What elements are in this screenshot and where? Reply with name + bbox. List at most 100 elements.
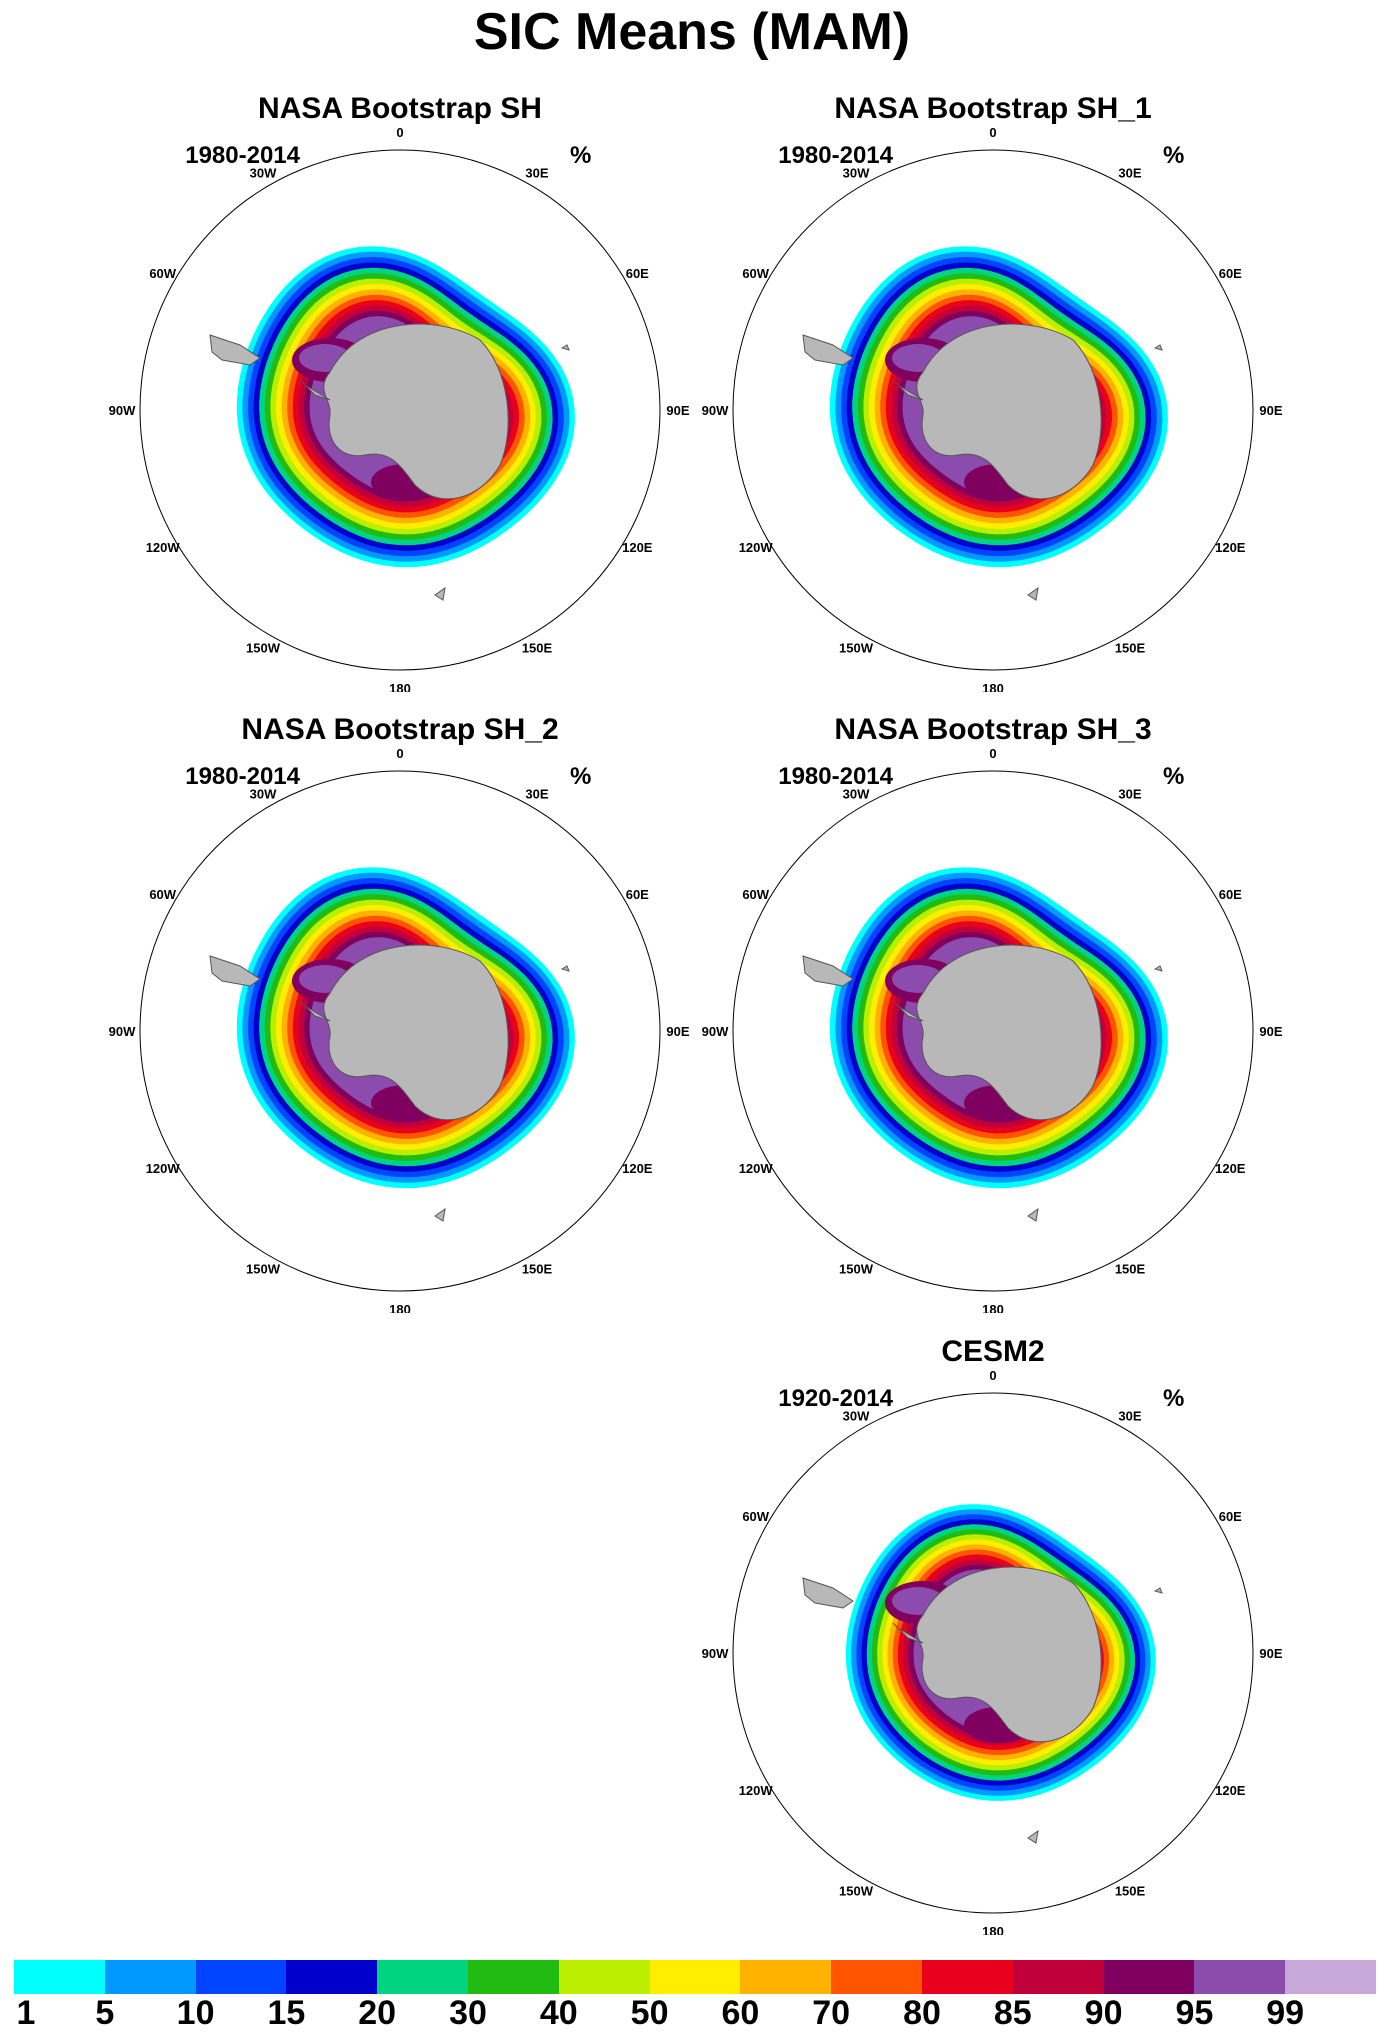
panel-period: 1980-2014 bbox=[778, 763, 893, 790]
longitude-label: 0 bbox=[396, 746, 403, 761]
polar-map: 0 30E 60E 90E 120E 150E 180 150W 120W 90W 60W 30W bbox=[109, 125, 690, 692]
longitude-label: 60E bbox=[1219, 887, 1242, 902]
colorbar-label: 60 bbox=[721, 1994, 760, 2032]
new-zealand-land bbox=[1027, 1207, 1039, 1222]
longitude-label: 60W bbox=[742, 887, 769, 902]
longitude-label: 60W bbox=[149, 266, 176, 281]
polar-map: 0 30E 60E 90E 120E 150E 180 150W 120W 90W 60W 30W bbox=[702, 125, 1283, 692]
longitude-label: 150W bbox=[839, 640, 874, 655]
panel-title: NASA Bootstrap SH_2 bbox=[241, 713, 559, 746]
colorbar-label: 70 bbox=[812, 1994, 851, 2032]
south-america-land bbox=[802, 1577, 854, 1609]
figure-title: SIC Means (MAM) bbox=[473, 3, 911, 61]
island-land bbox=[1153, 965, 1163, 972]
polar-map: 0 30E 60E 90E 120E 150E 180 150W 120W 90W 60W 30W bbox=[109, 746, 690, 1313]
colorbar-label: 99 bbox=[1266, 1994, 1305, 2032]
longitude-label: 60E bbox=[626, 887, 649, 902]
longitude-label: 120E bbox=[622, 1161, 653, 1176]
colorbar-segment bbox=[468, 1960, 560, 1994]
longitude-label: 120W bbox=[739, 1161, 774, 1176]
panel-title: CESM2 bbox=[941, 1335, 1045, 1368]
new-zealand-land bbox=[434, 1207, 446, 1222]
colorbar-label: 10 bbox=[176, 1994, 215, 2032]
colorbar-segment bbox=[377, 1960, 469, 1994]
longitude-label: 150E bbox=[1115, 1261, 1146, 1276]
longitude-label: 30W bbox=[843, 1409, 870, 1424]
map-panel-cesm2: 0 30E 60E 90E 120E 150E 180 150W 120W 90W 60W 30W C… bbox=[693, 1335, 1293, 1935]
longitude-label: 120W bbox=[146, 540, 181, 555]
longitude-label: 30W bbox=[250, 166, 277, 181]
island-land bbox=[560, 344, 570, 351]
colorbar-label: 95 bbox=[1175, 1994, 1214, 2032]
polar-map: 0 30E 60E 90E 120E 150E 180 150W 120W 90W 60W 30W bbox=[702, 1368, 1283, 1935]
colorbar-segment bbox=[831, 1960, 923, 1994]
colorbar-segment bbox=[1012, 1960, 1105, 1994]
map-panel-nasa-bootstrap-sh-2: 0 30E 60E 90E 120E 150E 180 150W 120W 90W 60W 30W N… bbox=[100, 713, 700, 1313]
antarctic-peninsula bbox=[299, 379, 331, 401]
colorbar-segment bbox=[195, 1960, 287, 1994]
longitude-label: 30W bbox=[843, 787, 870, 802]
antarctic-peninsula bbox=[892, 379, 924, 401]
antarctic-peninsula bbox=[892, 1000, 924, 1022]
south-america-land bbox=[209, 955, 261, 987]
antarctica-land bbox=[916, 323, 1102, 500]
longitude-label: 0 bbox=[989, 746, 996, 761]
longitude-label: 150W bbox=[246, 640, 281, 655]
panel-unit: % bbox=[570, 142, 592, 169]
panel-title: NASA Bootstrap SH_1 bbox=[834, 92, 1152, 125]
colorbar-label: 1 bbox=[16, 1994, 36, 2032]
longitude-label: 150W bbox=[839, 1883, 874, 1898]
panel-title: NASA Bootstrap SH_3 bbox=[834, 713, 1152, 746]
colorbar-segment bbox=[1194, 1960, 1286, 1994]
south-america-land bbox=[802, 334, 854, 366]
longitude-label: 90E bbox=[666, 403, 689, 418]
colorbar-segment bbox=[649, 1960, 741, 1994]
longitude-label: 120E bbox=[1215, 1161, 1246, 1176]
new-zealand-land bbox=[1027, 1829, 1039, 1844]
longitude-label: 0 bbox=[989, 125, 996, 140]
south-america-land bbox=[802, 955, 854, 987]
longitude-label: 90E bbox=[1259, 1646, 1282, 1661]
longitude-label: 30E bbox=[1118, 166, 1141, 181]
longitude-label: 180 bbox=[389, 681, 411, 692]
map-panel-nasa-bootstrap-sh: 0 30E 60E 90E 120E 150E 180 150W 120W 90W 60W 30W N… bbox=[100, 92, 700, 692]
new-zealand-land bbox=[1027, 586, 1039, 601]
colorbar-label: 80 bbox=[903, 1994, 941, 2032]
longitude-label: 30E bbox=[1118, 1409, 1141, 1424]
longitude-label: 90E bbox=[1259, 1024, 1282, 1039]
panel-period: 1920-2014 bbox=[778, 1385, 893, 1412]
panel-unit: % bbox=[570, 763, 592, 790]
longitude-label: 90W bbox=[702, 403, 729, 418]
longitude-label: 60E bbox=[1219, 266, 1242, 281]
colorbar-label: 15 bbox=[267, 1994, 306, 2032]
longitude-label: 120W bbox=[739, 540, 774, 555]
longitude-label: 120W bbox=[146, 1161, 181, 1176]
colorbar-label: 30 bbox=[449, 1994, 487, 2032]
polar-map: 0 30E 60E 90E 120E 150E 180 150W 120W 90W 60W 30W bbox=[702, 746, 1283, 1313]
colorbar-segment bbox=[1103, 1960, 1195, 1994]
antarctica-land bbox=[916, 1566, 1102, 1743]
panel-unit: % bbox=[1163, 1385, 1185, 1412]
longitude-label: 90W bbox=[109, 1024, 136, 1039]
longitude-label: 30E bbox=[525, 787, 548, 802]
longitude-label: 90W bbox=[702, 1646, 729, 1661]
longitude-label: 60W bbox=[149, 887, 176, 902]
longitude-label: 150W bbox=[246, 1261, 281, 1276]
longitude-label: 90E bbox=[1259, 403, 1282, 418]
colorbar-label: 50 bbox=[630, 1994, 669, 2032]
antarctica-land bbox=[323, 944, 509, 1121]
longitude-label: 180 bbox=[982, 681, 1004, 692]
longitude-label: 30E bbox=[525, 166, 548, 181]
panel-title: NASA Bootstrap SH bbox=[258, 92, 542, 125]
longitude-label: 0 bbox=[396, 125, 403, 140]
longitude-label: 120W bbox=[739, 1783, 774, 1798]
longitude-label: 150W bbox=[839, 1261, 874, 1276]
new-zealand-land bbox=[434, 586, 446, 601]
longitude-label: 30W bbox=[843, 166, 870, 181]
island-land bbox=[1153, 344, 1163, 351]
island-land bbox=[560, 965, 570, 972]
longitude-label: 120E bbox=[1215, 1783, 1246, 1798]
longitude-label: 60W bbox=[742, 266, 769, 281]
colorbar-segment bbox=[1285, 1960, 1377, 1994]
longitude-label: 60E bbox=[1219, 1509, 1242, 1524]
